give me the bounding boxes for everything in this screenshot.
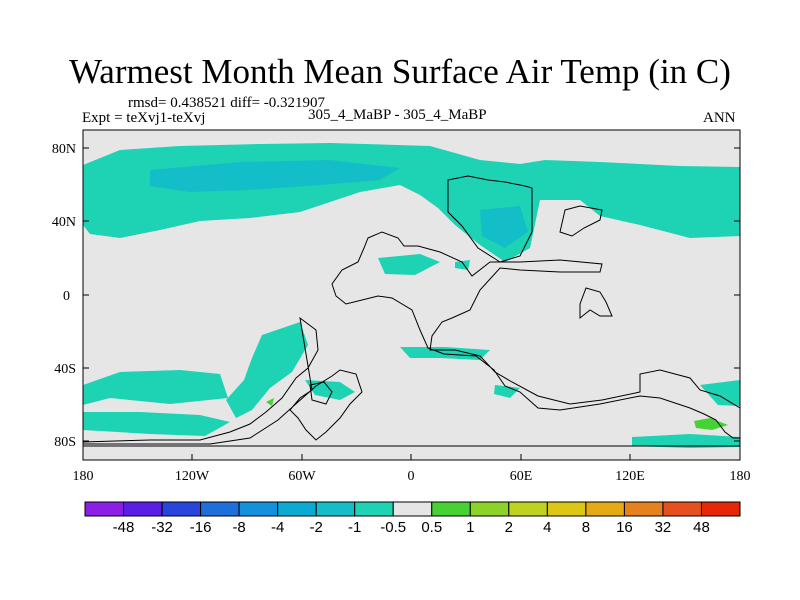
colorbar-box-7	[354, 501, 394, 517]
colorbar-box-5	[277, 501, 317, 517]
anomaly-region-tropical-north	[378, 254, 440, 275]
colorbar-box-13	[585, 501, 625, 517]
lon-label-120w: 120W	[175, 469, 210, 484]
colorbar-label-9: 1	[466, 519, 474, 536]
colorbar-label-8: 0.5	[421, 519, 442, 536]
anomaly-region-central-asia	[480, 206, 528, 248]
colorbar-label-7: -0.5	[380, 519, 406, 536]
lon-label-0: 0	[408, 469, 415, 484]
anomaly-region-east-pacific	[700, 380, 740, 406]
colorbar-box-10	[469, 501, 510, 517]
anomaly-region-warm-south	[694, 418, 728, 430]
colorbar-box-12	[546, 501, 587, 517]
colorbar-boxes	[84, 501, 741, 517]
anomaly-fields	[83, 143, 740, 448]
colorbar-labels: -48 -32 -16 -8 -4 -2 -1 -0.5 0.5 1 2 4 8 16 32 48	[113, 519, 710, 536]
colorbar-box-2	[161, 501, 202, 517]
colorbar-label-13: 16	[616, 519, 633, 536]
lat-label-0: 0	[63, 289, 70, 304]
colorbar-label-10: 2	[505, 519, 513, 536]
coastline-east-block	[559, 205, 603, 237]
anomaly-region-southern-belt	[83, 370, 228, 405]
lon-label-180e: 180	[730, 469, 751, 484]
anomaly-region-south-atlantic	[400, 347, 490, 360]
colorbar: -48 -32 -16 -8 -4 -2 -1 -0.5 0.5 1 2 4 8 16 32 48	[84, 501, 741, 536]
lon-label-60w: 60W	[288, 469, 316, 484]
colorbar-box-3	[200, 501, 240, 517]
colorbar-label-5: -2	[310, 519, 323, 536]
colorbar-label-2: -16	[190, 519, 212, 536]
colorbar-label-4: -4	[271, 519, 284, 536]
colorbar-box-15	[662, 501, 702, 517]
anomaly-region-east-south	[632, 434, 740, 448]
coastline-south-west-wedge	[82, 316, 363, 445]
colorbar-label-0: -48	[113, 519, 135, 536]
colorbar-label-12: 8	[582, 519, 590, 536]
colorbar-label-11: 4	[543, 519, 551, 536]
lon-label-180w: 180	[73, 469, 94, 484]
lon-label-120e: 120E	[615, 469, 645, 484]
colorbar-box-8	[392, 501, 433, 517]
coastline-north-block	[447, 175, 533, 263]
coastline-island-east	[579, 287, 613, 320]
lat-label-80s: 80S	[54, 435, 76, 450]
colorbar-box-6	[315, 501, 356, 517]
colorbar-label-14: 32	[655, 519, 672, 536]
lat-label-80n: 80N	[52, 142, 76, 157]
colorbar-label-6: -1	[348, 519, 361, 536]
lat-axis-labels: 80N 40N 0 40S 80S	[52, 142, 76, 450]
lon-label-60e: 60E	[510, 469, 533, 484]
colorbar-box-11	[508, 501, 548, 517]
lat-label-40s: 40S	[54, 362, 76, 377]
anomaly-region-southern-strip	[83, 412, 230, 436]
colorbar-label-1: -32	[151, 519, 173, 536]
map-ticks	[82, 147, 741, 460]
colorbar-box-0	[84, 501, 125, 517]
colorbar-box-4	[238, 501, 279, 517]
anomaly-region-southern-ocean	[494, 385, 520, 398]
map-panel	[82, 129, 741, 461]
anomaly-region-south-west	[226, 322, 308, 418]
colorbar-box-16	[700, 501, 741, 517]
anomaly-region-northern-core	[150, 160, 400, 192]
anomaly-region-warm-small	[266, 398, 274, 406]
lat-label-40n: 40N	[52, 215, 76, 230]
experiment-label: Expt = teXvj1-teXvj	[82, 110, 206, 126]
plot-title: Warmest Month Mean Surface Air Temp (in …	[69, 52, 731, 91]
period-label: ANN	[703, 110, 736, 126]
colorbar-label-15: 48	[693, 519, 710, 536]
colorbar-box-14	[623, 501, 664, 517]
coastline-south-inlet	[309, 381, 333, 405]
stats-text: rmsd= 0.438521 diff= -0.321907	[128, 95, 326, 111]
colorbar-label-3: -8	[232, 519, 245, 536]
comparison-label: 305_4_MaBP - 305_4_MaBP	[308, 107, 487, 123]
colorbar-box-9	[431, 501, 471, 517]
coastline-outlines	[82, 175, 741, 447]
colorbar-box-1	[123, 501, 163, 517]
lon-axis-labels: 180 120W 60W 0 60E 120E 180	[73, 469, 751, 484]
coastline-main-continent	[331, 231, 741, 439]
